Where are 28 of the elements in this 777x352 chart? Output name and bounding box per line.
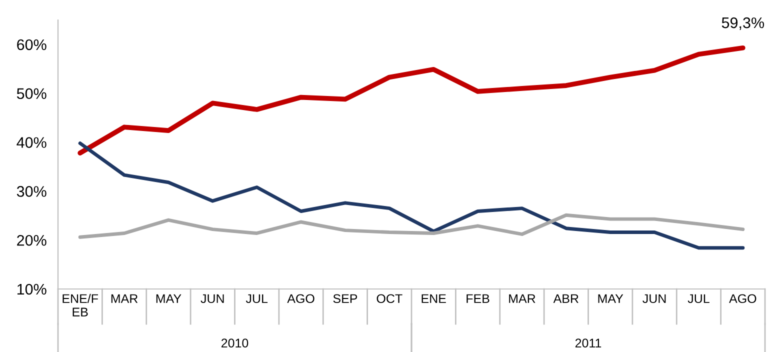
y-tick-label: 50% bbox=[16, 88, 46, 100]
y-tick-label: 60% bbox=[17, 39, 46, 50]
y-tick-label: 10% bbox=[17, 284, 46, 295]
x-tick-label: MAR bbox=[111, 294, 138, 303]
y-tick-label: 20% bbox=[17, 234, 46, 246]
y-tick-label: 40% bbox=[16, 137, 46, 148]
x-tick-label: OCT bbox=[376, 294, 402, 304]
x-tick-label: JUL bbox=[688, 294, 710, 304]
text: 2010 bbox=[221, 338, 248, 348]
text: 2011 bbox=[575, 338, 602, 348]
x-tick-label: ENE/FEB bbox=[62, 294, 98, 316]
x-tick-label: MAR bbox=[509, 294, 536, 303]
y-tick-label: 30% bbox=[16, 186, 46, 197]
x-tick-label: FEB bbox=[466, 294, 490, 303]
x-tick-label: MAY bbox=[598, 294, 624, 303]
x-tick-label: ENE bbox=[422, 294, 446, 303]
line-series bbox=[78, 142, 745, 250]
x-tick-label: ABR bbox=[553, 294, 578, 303]
x-tick-label: JUN bbox=[642, 294, 666, 304]
x-tick-label: MAY bbox=[156, 294, 182, 303]
line-series bbox=[78, 213, 745, 239]
x-tick-label: AGO bbox=[287, 294, 314, 304]
x-tick-label: AGO bbox=[729, 294, 756, 304]
line-series bbox=[78, 45, 746, 156]
annotation: 59,3% bbox=[722, 17, 764, 30]
x-tick-label: JUN bbox=[200, 294, 224, 304]
x-tick-label: JUL bbox=[246, 294, 268, 304]
x-tick-label: SEP bbox=[333, 294, 358, 304]
